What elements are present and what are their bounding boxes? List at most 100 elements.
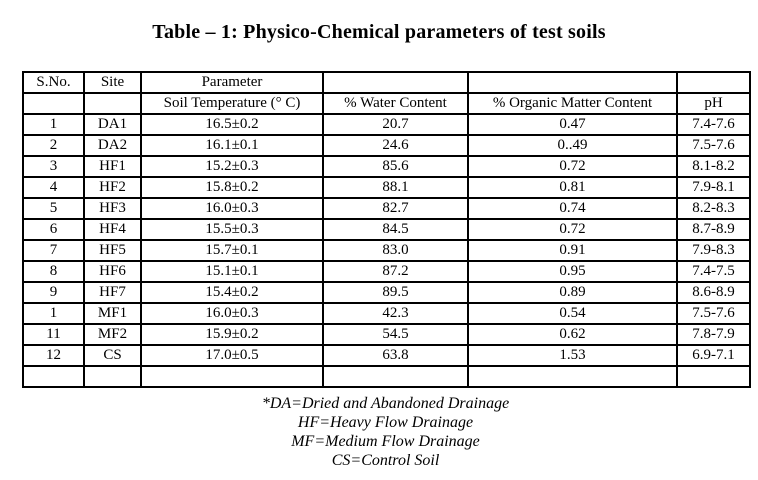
table-cell: [467, 365, 678, 388]
table-cell: 16.0±0.3: [140, 197, 324, 220]
table-cell: HF3: [83, 197, 142, 220]
table-cell: 17.0±0.5: [140, 344, 324, 367]
table-cell: 8.1-8.2: [676, 155, 751, 178]
table-cell: 83.0: [322, 239, 469, 262]
table-cell: MF1: [83, 302, 142, 325]
soil-table-body: S.No. Site Parameter Soil Temperature (°…: [22, 71, 751, 388]
header-site: Site: [83, 71, 142, 94]
table-cell: 8: [22, 260, 85, 283]
table-cell: 42.3: [322, 302, 469, 325]
subheader-water-content: % Water Content: [322, 92, 469, 115]
table-cell: [83, 365, 142, 388]
table-cell: 8.7-8.9: [676, 218, 751, 241]
table-cell: 15.1±0.1: [140, 260, 324, 283]
table-cell: 4: [22, 176, 85, 199]
table-cell: 7.8-7.9: [676, 323, 751, 346]
header-sno: S.No.: [22, 71, 85, 94]
table-cell: 0.89: [467, 281, 678, 304]
table-cell: 87.2: [322, 260, 469, 283]
table-row: 6 HF4 15.5±0.3 84.5 0.72 8.7-8.9: [22, 218, 751, 241]
table-cell: 9: [22, 281, 85, 304]
table-cell: DA2: [83, 134, 142, 157]
table-cell: 85.6: [322, 155, 469, 178]
table-cell: 15.2±0.3: [140, 155, 324, 178]
table-cell: 63.8: [322, 344, 469, 367]
table-cell: [22, 365, 85, 388]
table-row: 9 HF7 15.4±0.2 89.5 0.89 8.6-8.9: [22, 281, 751, 304]
table-row: [22, 365, 751, 388]
table-cell: DA1: [83, 113, 142, 136]
table-cell: 7.9-8.1: [676, 176, 751, 199]
table-row: 8 HF6 15.1±0.1 87.2 0.95 7.4-7.5: [22, 260, 751, 283]
header-empty-1: [322, 71, 469, 94]
subheader-soil-temperature: Soil Temperature (° C): [140, 92, 324, 115]
table-row: 12 CS 17.0±0.5 63.8 1.53 6.9-7.1: [22, 344, 751, 367]
table-row: 7 HF5 15.7±0.1 83.0 0.91 7.9-8.3: [22, 239, 751, 262]
table-cell: 3: [22, 155, 85, 178]
table-cell: 0.91: [467, 239, 678, 262]
table-cell: 16.0±0.3: [140, 302, 324, 325]
table-cell: 0.74: [467, 197, 678, 220]
table-cell: 89.5: [322, 281, 469, 304]
table-cell: HF4: [83, 218, 142, 241]
table-cell: 0..49: [467, 134, 678, 157]
table-cell: 54.5: [322, 323, 469, 346]
table-cell: 0.72: [467, 155, 678, 178]
table-cell: 8.6-8.9: [676, 281, 751, 304]
table-row: 3 HF1 15.2±0.3 85.6 0.72 8.1-8.2: [22, 155, 751, 178]
table-cell: 15.4±0.2: [140, 281, 324, 304]
table-cell: [140, 365, 324, 388]
table-cell: [322, 365, 469, 388]
table-cell: 8.2-8.3: [676, 197, 751, 220]
table-cell: 5: [22, 197, 85, 220]
table-row: 4 HF2 15.8±0.2 88.1 0.81 7.9-8.1: [22, 176, 751, 199]
table-cell: 6.9-7.1: [676, 344, 751, 367]
subheader-organic-matter: % Organic Matter Content: [467, 92, 678, 115]
table-cell: 0.81: [467, 176, 678, 199]
footnote-cs: CS=Control Soil: [331, 452, 440, 469]
table-cell: 12: [22, 344, 85, 367]
table-cell: 24.6: [322, 134, 469, 157]
table-cell: 82.7: [322, 197, 469, 220]
header-empty-3: [676, 71, 751, 94]
table-cell: 0.47: [467, 113, 678, 136]
table-cell: 7.9-8.3: [676, 239, 751, 262]
table-cell: HF7: [83, 281, 142, 304]
table-cell: HF6: [83, 260, 142, 283]
table-row: 1 DA1 16.5±0.2 20.7 0.47 7.4-7.6: [22, 113, 751, 136]
table-cell: 15.5±0.3: [140, 218, 324, 241]
table-cell: [676, 365, 751, 388]
table-cell: 15.9±0.2: [140, 323, 324, 346]
table-cell: HF1: [83, 155, 142, 178]
table-cell: 15.8±0.2: [140, 176, 324, 199]
table-cell: 0.95: [467, 260, 678, 283]
table-cell: 7.4-7.5: [676, 260, 751, 283]
table-cell: 1: [22, 113, 85, 136]
table-cell: 1: [22, 302, 85, 325]
footnote-mf: MF=Medium Flow Drainage: [291, 433, 480, 450]
subheader-ph: pH: [676, 92, 751, 115]
table-cell: 16.5±0.2: [140, 113, 324, 136]
table-cell: 7: [22, 239, 85, 262]
table-cell: 88.1: [322, 176, 469, 199]
page-title: Table – 1: Physico-Chemical parameters o…: [152, 21, 606, 43]
table-cell: 7.5-7.6: [676, 302, 751, 325]
table-row: 1 MF1 16.0±0.3 42.3 0.54 7.5-7.6: [22, 302, 751, 325]
table-row: 2 DA2 16.1±0.1 24.6 0..49 7.5-7.6: [22, 134, 751, 157]
table-subheader-row: Soil Temperature (° C) % Water Content %…: [22, 92, 751, 115]
table-cell: 20.7: [322, 113, 469, 136]
table-cell: 0.54: [467, 302, 678, 325]
table-cell: 11: [22, 323, 85, 346]
table-cell: 0.62: [467, 323, 678, 346]
table-cell: 2: [22, 134, 85, 157]
table-row: 5 HF3 16.0±0.3 82.7 0.74 8.2-8.3: [22, 197, 751, 220]
table-footnotes: *DA=Dried and Abandoned Drainage HF=Heav…: [22, 394, 749, 470]
table-cell: HF5: [83, 239, 142, 262]
table-row: 11 MF2 15.9±0.2 54.5 0.62 7.8-7.9: [22, 323, 751, 346]
footnote-da: *DA=Dried and Abandoned Drainage: [261, 395, 510, 412]
table-cell: 7.4-7.6: [676, 113, 751, 136]
table-cell: 1.53: [467, 344, 678, 367]
table-cell: CS: [83, 344, 142, 367]
table-cell: 0.72: [467, 218, 678, 241]
subheader-empty-2: [83, 92, 142, 115]
